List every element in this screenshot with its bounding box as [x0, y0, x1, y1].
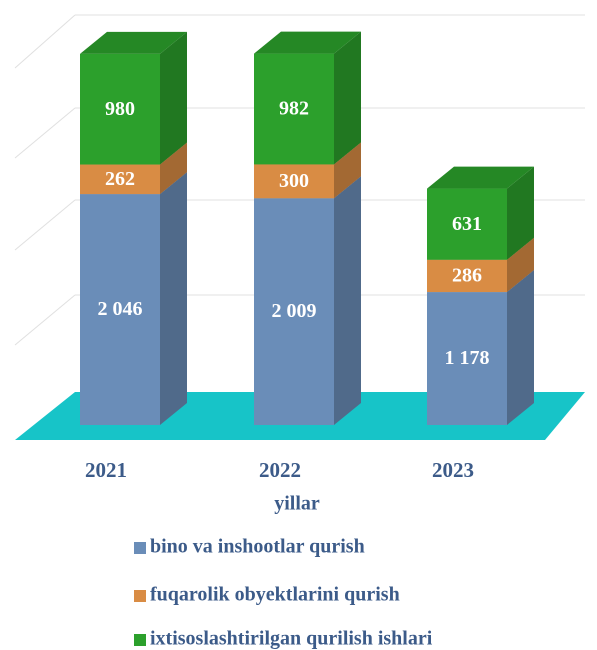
legend-swatch [134, 590, 146, 602]
data-label: 631 [452, 213, 482, 235]
data-label: 286 [452, 265, 482, 287]
legend-swatch [134, 634, 146, 646]
x-axis-label: yillar [274, 493, 320, 515]
wall-line [14, 294, 76, 346]
bar-side [160, 142, 187, 195]
bar-segment [80, 194, 160, 425]
bar-top [254, 31, 361, 54]
bar-side [507, 237, 534, 293]
bar-segment [254, 53, 334, 165]
bar-side [507, 166, 534, 260]
legend-label: ixtisoslashtirilgan qurilish ishlari [150, 628, 433, 650]
wall-line [14, 199, 76, 251]
bar-side [334, 31, 361, 165]
wall-line [14, 14, 76, 69]
bar-side [507, 270, 534, 425]
legend-swatch [134, 542, 146, 554]
bar-segment [254, 164, 334, 199]
bar-segment [254, 198, 334, 425]
x-tick-label: 2021 [85, 458, 127, 482]
bar-side [160, 31, 187, 165]
bar-segment [427, 188, 507, 260]
x-tick-label: 2022 [259, 458, 301, 482]
bar-segment [80, 164, 160, 195]
bar-segment [80, 53, 160, 165]
x-tick-label: 2023 [432, 458, 474, 482]
data-label: 2 046 [98, 298, 143, 320]
legend-label: fuqarolik obyektlarini qurish [150, 584, 400, 606]
bar-side [334, 142, 361, 199]
bar-side [334, 176, 361, 425]
data-label: 300 [279, 170, 309, 192]
data-label: 980 [105, 98, 135, 120]
wall-line [14, 107, 76, 159]
bar-top [427, 166, 534, 189]
bar-segment [427, 292, 507, 425]
bar-side [160, 172, 187, 425]
data-label: 982 [279, 98, 309, 120]
data-label: 1 178 [445, 347, 490, 369]
bars: 2 046 262 980 2 009 300 982 1 178 286 631 [80, 31, 534, 425]
legend-label: bino va inshootlar qurish [150, 536, 365, 558]
bar-top [80, 31, 187, 54]
data-label: 2 009 [272, 300, 317, 322]
data-label: 262 [105, 168, 135, 190]
bar-segment [427, 259, 507, 293]
